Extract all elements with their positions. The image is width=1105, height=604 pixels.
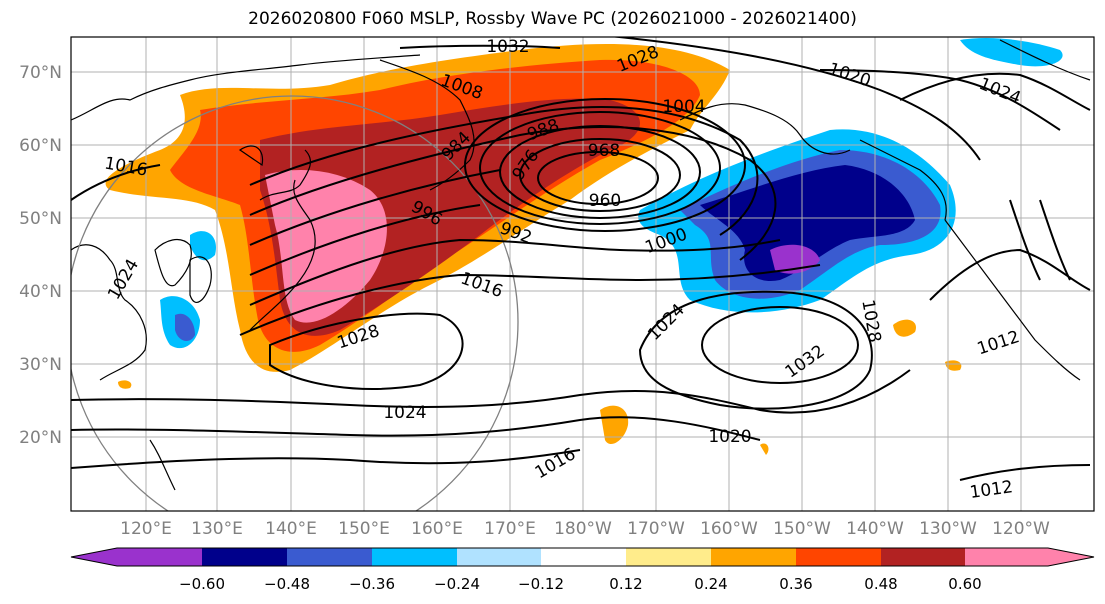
lat-axis: 70°N 60°N 50°N 40°N 30°N 20°N: [19, 63, 62, 448]
lon-tick-label: 160°E: [411, 519, 463, 539]
colorbar-tick-label: −0.12: [518, 575, 564, 593]
colorbar-tick-label: −0.48: [264, 575, 310, 593]
lon-tick-label: 120°E: [120, 519, 172, 539]
contour-label: 1032: [486, 37, 529, 57]
lon-tick-label: 170°W: [627, 519, 685, 539]
colorbar-segment: [287, 548, 372, 566]
map-frame: [70, 36, 1095, 512]
positive-anomaly-shading: [105, 44, 962, 455]
colorbar-tick-label: 0.12: [609, 575, 642, 593]
colorbar-segment: [457, 548, 541, 566]
reference-circle: [71, 95, 519, 511]
lat-tick-label: 50°N: [19, 209, 62, 229]
map-panel: 1032 1028 1008 1004 1020 1024 1016 968 9…: [71, 37, 1094, 511]
lat-tick-label: 60°N: [19, 136, 62, 156]
contour-label: 1004: [662, 97, 705, 117]
lon-tick-label: 120°W: [992, 519, 1050, 539]
colorbar-segment: [881, 548, 965, 566]
lat-tick-label: 70°N: [19, 63, 62, 83]
lat-tick-label: 40°N: [19, 282, 62, 302]
lon-axis: 120°E 130°E 140°E 150°E 160°E 170°E 180°…: [120, 519, 1050, 539]
colorbar-tick-label: −0.60: [179, 575, 225, 593]
colorbar-extend-max: [1048, 548, 1094, 566]
colorbar-segment: [117, 548, 202, 566]
colorbar-tick-label: 0.36: [779, 575, 812, 593]
lon-tick-label: 150°E: [338, 519, 390, 539]
lon-tick-label: 160°W: [700, 519, 758, 539]
lon-tick-label: 170°E: [484, 519, 536, 539]
colorbar-tick-label: −0.36: [349, 575, 395, 593]
colorbar-ticks: −0.60 −0.48 −0.36 −0.24 −0.12 0.12 0.24 …: [179, 575, 982, 593]
lon-tick-label: 140°E: [265, 519, 317, 539]
colorbar: [70, 547, 1095, 567]
colorbar-segment: [965, 548, 1048, 566]
lon-tick-label: 180°W: [554, 519, 612, 539]
lon-tick-label: 140°W: [846, 519, 904, 539]
colorbar-extend-min: [71, 548, 117, 566]
colorbar-segment: [711, 548, 796, 566]
colorbar-tick-label: 0.24: [694, 575, 727, 593]
colorbar-tick-label: −0.24: [434, 575, 480, 593]
contour-label: 1020: [708, 427, 751, 447]
lat-tick-label: 20°N: [19, 428, 62, 448]
colorbar-tick-label: 0.48: [864, 575, 897, 593]
contour-label: 960: [589, 191, 621, 211]
colorbar-segment: [202, 548, 287, 566]
contour-label: 968: [588, 141, 620, 161]
colorbar-segment: [796, 548, 881, 566]
colorbar-segment: [541, 548, 626, 566]
colorbar-segment: [372, 548, 457, 566]
coastlines: [71, 39, 1091, 491]
colorbar-outline: [70, 547, 1095, 567]
map-title: 2026020800 F060 MSLP, Rossby Wave PC (20…: [248, 9, 857, 29]
lon-tick-label: 150°W: [773, 519, 831, 539]
lat-tick-label: 30°N: [19, 355, 62, 375]
lon-tick-label: 130°E: [191, 519, 243, 539]
lon-tick-label: 130°W: [919, 519, 977, 539]
colorbar-segment: [626, 548, 711, 566]
colorbar-tick-label: 0.60: [948, 575, 981, 593]
mslp-contours: [71, 37, 1091, 481]
contour-label: 1024: [383, 403, 426, 423]
